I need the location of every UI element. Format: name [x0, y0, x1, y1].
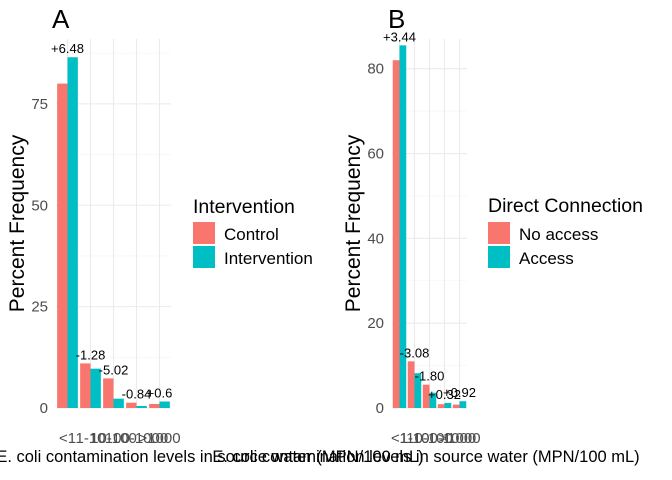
- data-label: +0.32: [428, 387, 461, 402]
- bar-access: [444, 402, 452, 408]
- x-tick-label: 1-10: [399, 430, 429, 447]
- x-tick-label: 1-10: [75, 430, 105, 447]
- bar-no-access: [437, 404, 445, 408]
- x-tick-label: >1000: [438, 430, 480, 447]
- legend-label: Control: [224, 225, 279, 244]
- y-tick-label: 80: [367, 61, 384, 78]
- bar-access: [459, 401, 467, 408]
- x-axis-title: E. coli contamination levels in source w…: [0, 448, 424, 466]
- y-tick-label: 50: [31, 197, 48, 214]
- legend-title: Direct Connection: [488, 195, 643, 217]
- data-label: +0.6: [147, 386, 173, 401]
- y-tick-label: 25: [31, 299, 48, 316]
- data-label: -1.80: [415, 369, 445, 384]
- data-label: -5.02: [99, 362, 129, 377]
- x-tick-label: 100-1000: [413, 430, 476, 447]
- bar-intervention: [159, 401, 170, 408]
- bar-no-access: [407, 361, 415, 408]
- panel-label: A: [52, 4, 70, 34]
- x-axis-title: E. coli contamination levels in source w…: [212, 448, 639, 466]
- legend-swatch: [488, 246, 510, 268]
- legend-label: Intervention: [224, 249, 313, 268]
- x-tick-label: 100-1000: [105, 430, 168, 447]
- bar-control: [149, 403, 160, 408]
- x-tick-label: 10-100: [406, 430, 453, 447]
- legend-swatch: [488, 222, 510, 244]
- legend-swatch: [193, 222, 215, 244]
- y-axis-title: Percent Frequency: [342, 134, 365, 312]
- y-axis-title: Percent Frequency: [6, 134, 29, 312]
- data-label: +3.44: [383, 29, 416, 44]
- bar-intervention: [90, 368, 101, 408]
- bar-control: [57, 83, 68, 408]
- y-tick-label: 60: [367, 146, 384, 163]
- panel-label: B: [388, 4, 405, 34]
- chart-panel-b: 0 20 40 60 80 +3.44 -3.08 -1.80 +0.32+0.92 <11-10…: [212, 4, 643, 466]
- bar-access: [429, 392, 437, 408]
- legend-swatch: [193, 246, 215, 268]
- x-tick-label: <1: [59, 430, 76, 447]
- y-tick-label: 40: [367, 230, 384, 247]
- legend-label: No access: [519, 225, 598, 244]
- data-label: +0.92: [443, 385, 476, 400]
- bar-access: [399, 45, 407, 409]
- y-tick-label: 0: [40, 400, 48, 417]
- x-tick-label: <1: [391, 430, 408, 447]
- bar-control: [103, 378, 114, 408]
- bar-no-access: [452, 404, 460, 408]
- bar-control: [126, 402, 137, 408]
- y-tick-label: 20: [367, 315, 384, 332]
- data-label: -1.28: [76, 347, 106, 362]
- x-tick-label: 10-100: [90, 430, 137, 447]
- bar-control: [80, 363, 91, 408]
- bar-intervention: [113, 398, 124, 408]
- bar-no-access: [422, 384, 430, 408]
- data-label: +6.48: [51, 41, 84, 56]
- legend-label: Access: [519, 249, 574, 268]
- bar-intervention: [136, 405, 147, 408]
- bar-intervention: [67, 57, 78, 408]
- y-tick-label: 75: [31, 96, 48, 113]
- data-label: -0.84: [122, 387, 152, 402]
- legend-title: Intervention: [193, 196, 295, 218]
- bar-no-access: [392, 60, 400, 408]
- data-label: -3.08: [400, 345, 430, 360]
- y-tick-label: 0: [376, 400, 384, 417]
- x-tick-label: >1000: [138, 430, 180, 447]
- bar-access: [414, 373, 422, 408]
